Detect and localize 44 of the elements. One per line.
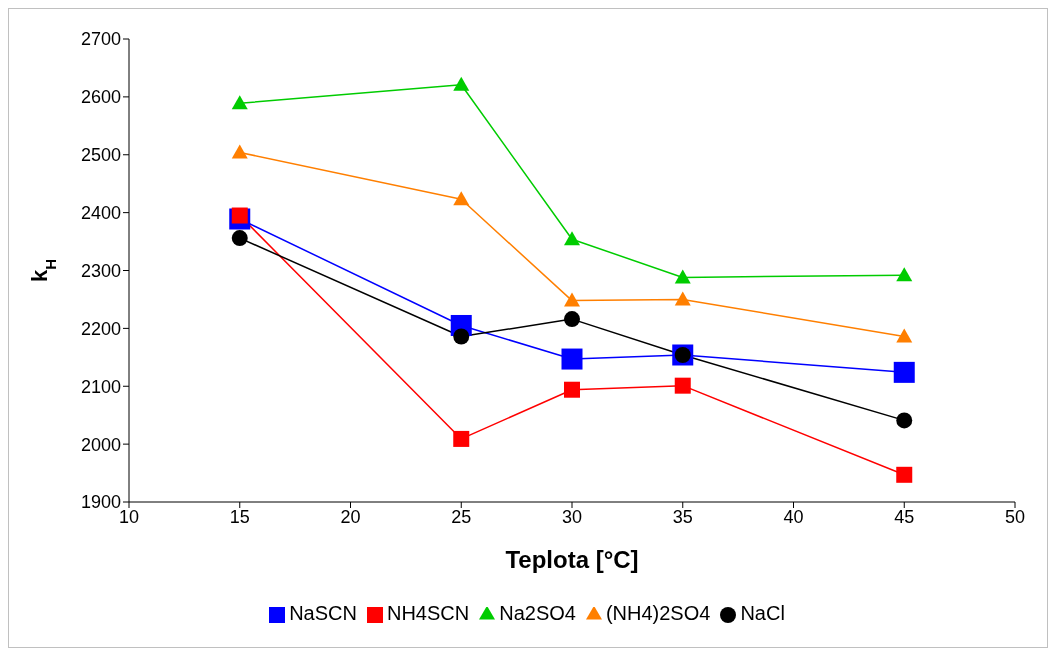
x-tick-label: 15 <box>229 506 250 527</box>
point <box>231 144 248 159</box>
point <box>896 412 913 429</box>
legend-label: NH4SCN <box>386 602 470 624</box>
point <box>564 381 580 398</box>
point <box>453 191 470 206</box>
x-tick-label: 25 <box>451 506 472 527</box>
legend-label: (NH4)2SO4 <box>605 602 711 624</box>
x-tick-label: 50 <box>1004 506 1026 527</box>
y-tick-label: 2300 <box>80 260 121 281</box>
point <box>674 269 691 284</box>
point <box>564 311 580 328</box>
legend-label: NaSCN <box>289 602 357 624</box>
point <box>896 466 913 483</box>
y-tick-label: 2600 <box>80 87 121 108</box>
y-tick-label: 2700 <box>80 29 121 50</box>
point <box>453 328 470 345</box>
x-tick-label: 40 <box>783 506 804 527</box>
point <box>561 348 583 370</box>
x-tick-label: 30 <box>561 506 583 527</box>
point <box>674 291 691 306</box>
x-tick-label: 10 <box>118 506 140 527</box>
y-tick-label: 1900 <box>80 492 121 513</box>
point <box>564 292 580 307</box>
x-tick-label: 45 <box>894 506 915 527</box>
x-tick-label: 35 <box>672 506 693 527</box>
point <box>231 95 248 110</box>
point <box>893 361 915 383</box>
x-axis-title: Teplota [°C] <box>505 546 639 573</box>
y-tick-label: 2100 <box>80 376 121 397</box>
point <box>453 76 470 91</box>
legend-label: NaCl <box>740 602 785 624</box>
point <box>896 267 913 282</box>
x-tick-label: 20 <box>340 506 361 527</box>
y-tick-label: 2000 <box>80 434 121 455</box>
point <box>231 230 248 247</box>
point <box>453 430 470 447</box>
y-tick-label: 2400 <box>80 203 121 224</box>
point <box>896 328 913 343</box>
legend-label: Na2SO4 <box>499 602 576 624</box>
point <box>564 231 580 246</box>
y-tick-label: 2200 <box>80 318 121 339</box>
point <box>674 377 691 394</box>
y-tick-label: 2500 <box>80 145 121 166</box>
